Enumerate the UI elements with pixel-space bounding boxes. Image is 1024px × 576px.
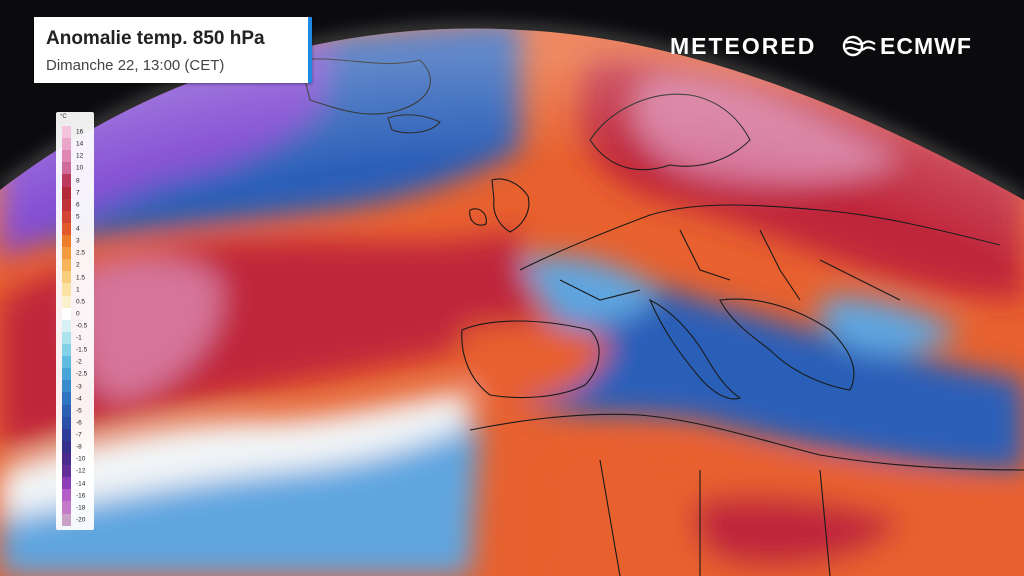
legend-swatch (62, 247, 71, 260)
legend-swatch (62, 126, 71, 139)
color-scale-legend: °C 16 14 12 10 8 7 6 5 4 3 2.5 2 1.5 1 0.5 0 -0.5 -1 -1.5 -… (56, 112, 94, 530)
legend-swatch (62, 465, 71, 478)
legend-swatch (62, 452, 71, 466)
legend-label: -4 (76, 395, 82, 403)
legend-swatch (62, 222, 71, 235)
legend-label: 14 (76, 140, 84, 148)
map-title: Anomalie temp. 850 hPa (46, 28, 265, 49)
legend-swatch (62, 319, 71, 332)
title-panel: Anomalie temp. 850 hPa Dimanche 22, 13:0… (34, 17, 312, 83)
legend-swatch (62, 174, 71, 187)
legend-swatch (62, 150, 71, 163)
legend-swatch (62, 501, 71, 514)
legend-label: 8 (76, 177, 80, 185)
legend-swatch (62, 380, 71, 393)
legend-swatch (62, 234, 71, 248)
legend-swatch (62, 138, 71, 151)
legend-swatch (62, 186, 71, 199)
legend-swatch (62, 392, 71, 405)
legend-swatch (62, 404, 71, 417)
legend-label: 1 (76, 286, 80, 294)
legend-label: -7 (76, 431, 82, 439)
legend-label: -2.5 (76, 370, 88, 378)
legend-label: 2 (76, 261, 80, 269)
meteored-logo: METEORED (670, 33, 816, 59)
legend-label: -16 (76, 492, 86, 500)
legend-label: -6 (76, 419, 82, 427)
legend-label: -5 (76, 407, 82, 415)
ecmwf-logo: ECMWF (842, 33, 972, 59)
title-accent-bar (308, 17, 312, 83)
legend-swatch (62, 307, 71, 320)
ecmwf-wordmark: ECMWF (880, 32, 972, 59)
legend-label: -3 (76, 383, 82, 391)
legend-label: -12 (76, 467, 86, 475)
legend-label: -2 (76, 358, 82, 366)
legend-swatch (62, 428, 71, 441)
legend-label: 4 (76, 225, 80, 233)
legend-swatch (62, 259, 71, 272)
legend-label: -18 (76, 504, 86, 512)
legend-label: 5 (76, 213, 80, 221)
legend-swatch (62, 477, 71, 490)
legend-swatch (62, 210, 71, 223)
meteored-wordmark: METEORED (670, 32, 817, 59)
legend-swatch (62, 356, 71, 369)
legend-label: 16 (76, 128, 84, 136)
legend-color-bar (62, 126, 71, 526)
legend-swatch (62, 368, 71, 381)
legend-label: 2.5 (76, 249, 86, 257)
legend-swatch (62, 283, 71, 296)
legend-label: -8 (76, 443, 82, 451)
legend-swatch (62, 343, 71, 357)
legend-label: 10 (76, 164, 84, 172)
legend-swatch (62, 162, 71, 175)
legend-swatch (62, 440, 71, 453)
legend-swatch (62, 331, 71, 344)
legend-swatch (62, 198, 71, 211)
legend-label: 0 (76, 310, 80, 318)
legend-label: -1 (76, 334, 82, 342)
legend-swatch (62, 295, 71, 308)
map-timestamp: Dimanche 22, 13:00 (CET) (46, 57, 225, 74)
legend-swatch (62, 416, 71, 429)
legend-unit: °C (60, 114, 67, 120)
legend-swatch (62, 489, 71, 502)
legend-label: 12 (76, 152, 84, 160)
legend-label: 3 (76, 237, 80, 245)
legend-label: 6 (76, 201, 80, 209)
legend-label: 1.5 (76, 274, 86, 281)
legend-swatch (62, 513, 71, 526)
ecmwf-icon (842, 35, 876, 57)
legend-label: -0.5 (76, 322, 88, 330)
legend-label: -1.5 (76, 346, 88, 354)
legend-label: 7 (76, 189, 80, 197)
legend-label: 0.5 (76, 298, 86, 306)
legend-label: -20 (76, 516, 86, 524)
legend-label: -14 (76, 480, 86, 488)
legend-label: -10 (76, 455, 86, 463)
legend-swatch (62, 271, 71, 284)
